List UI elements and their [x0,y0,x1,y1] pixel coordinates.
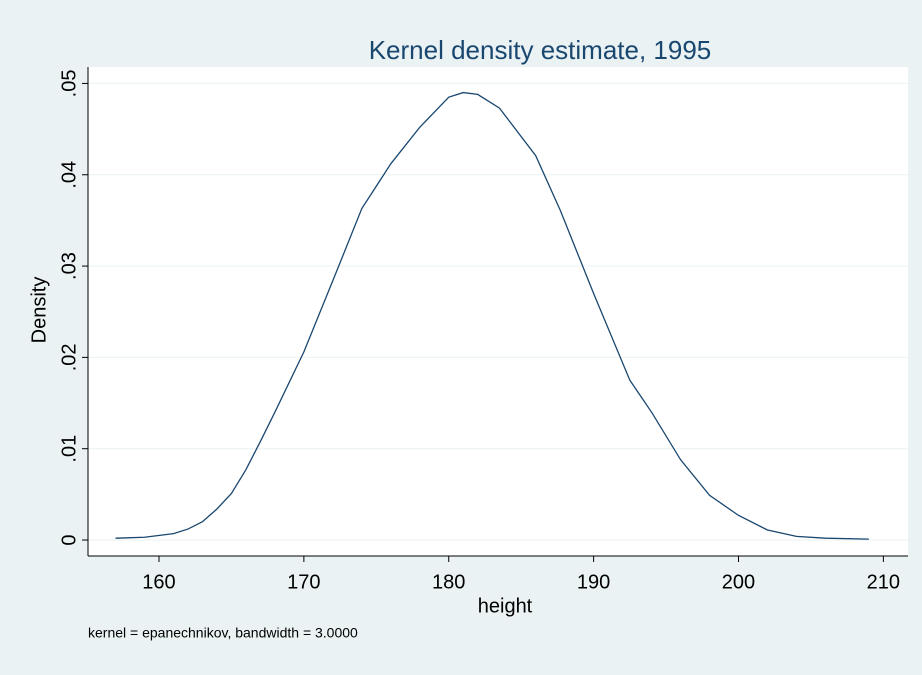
y-tick-label: 0 [58,534,80,545]
x-tick-label: 170 [287,571,320,593]
x-axis-label: height [478,595,533,617]
y-tick-label: .04 [58,161,80,189]
plot-area [88,67,908,556]
x-tick-label: 180 [432,571,465,593]
line [115,91,869,540]
x-tick-label: 160 [142,571,175,593]
x-tick-label: 190 [577,571,610,593]
y-tick-label: .05 [58,70,80,98]
y-axis-label: Density [28,277,50,344]
y-tick-label: .02 [58,343,80,371]
note: kernel = epanechnikov, bandwidth = 3.000… [88,625,358,641]
x-tick-label: 200 [722,571,755,593]
y-tick-label: .03 [58,252,80,280]
x-tick-label: 210 [867,571,900,593]
y-tick-label: .01 [58,435,80,463]
chart-title: Kernel density estimate, 1995 [369,35,712,65]
